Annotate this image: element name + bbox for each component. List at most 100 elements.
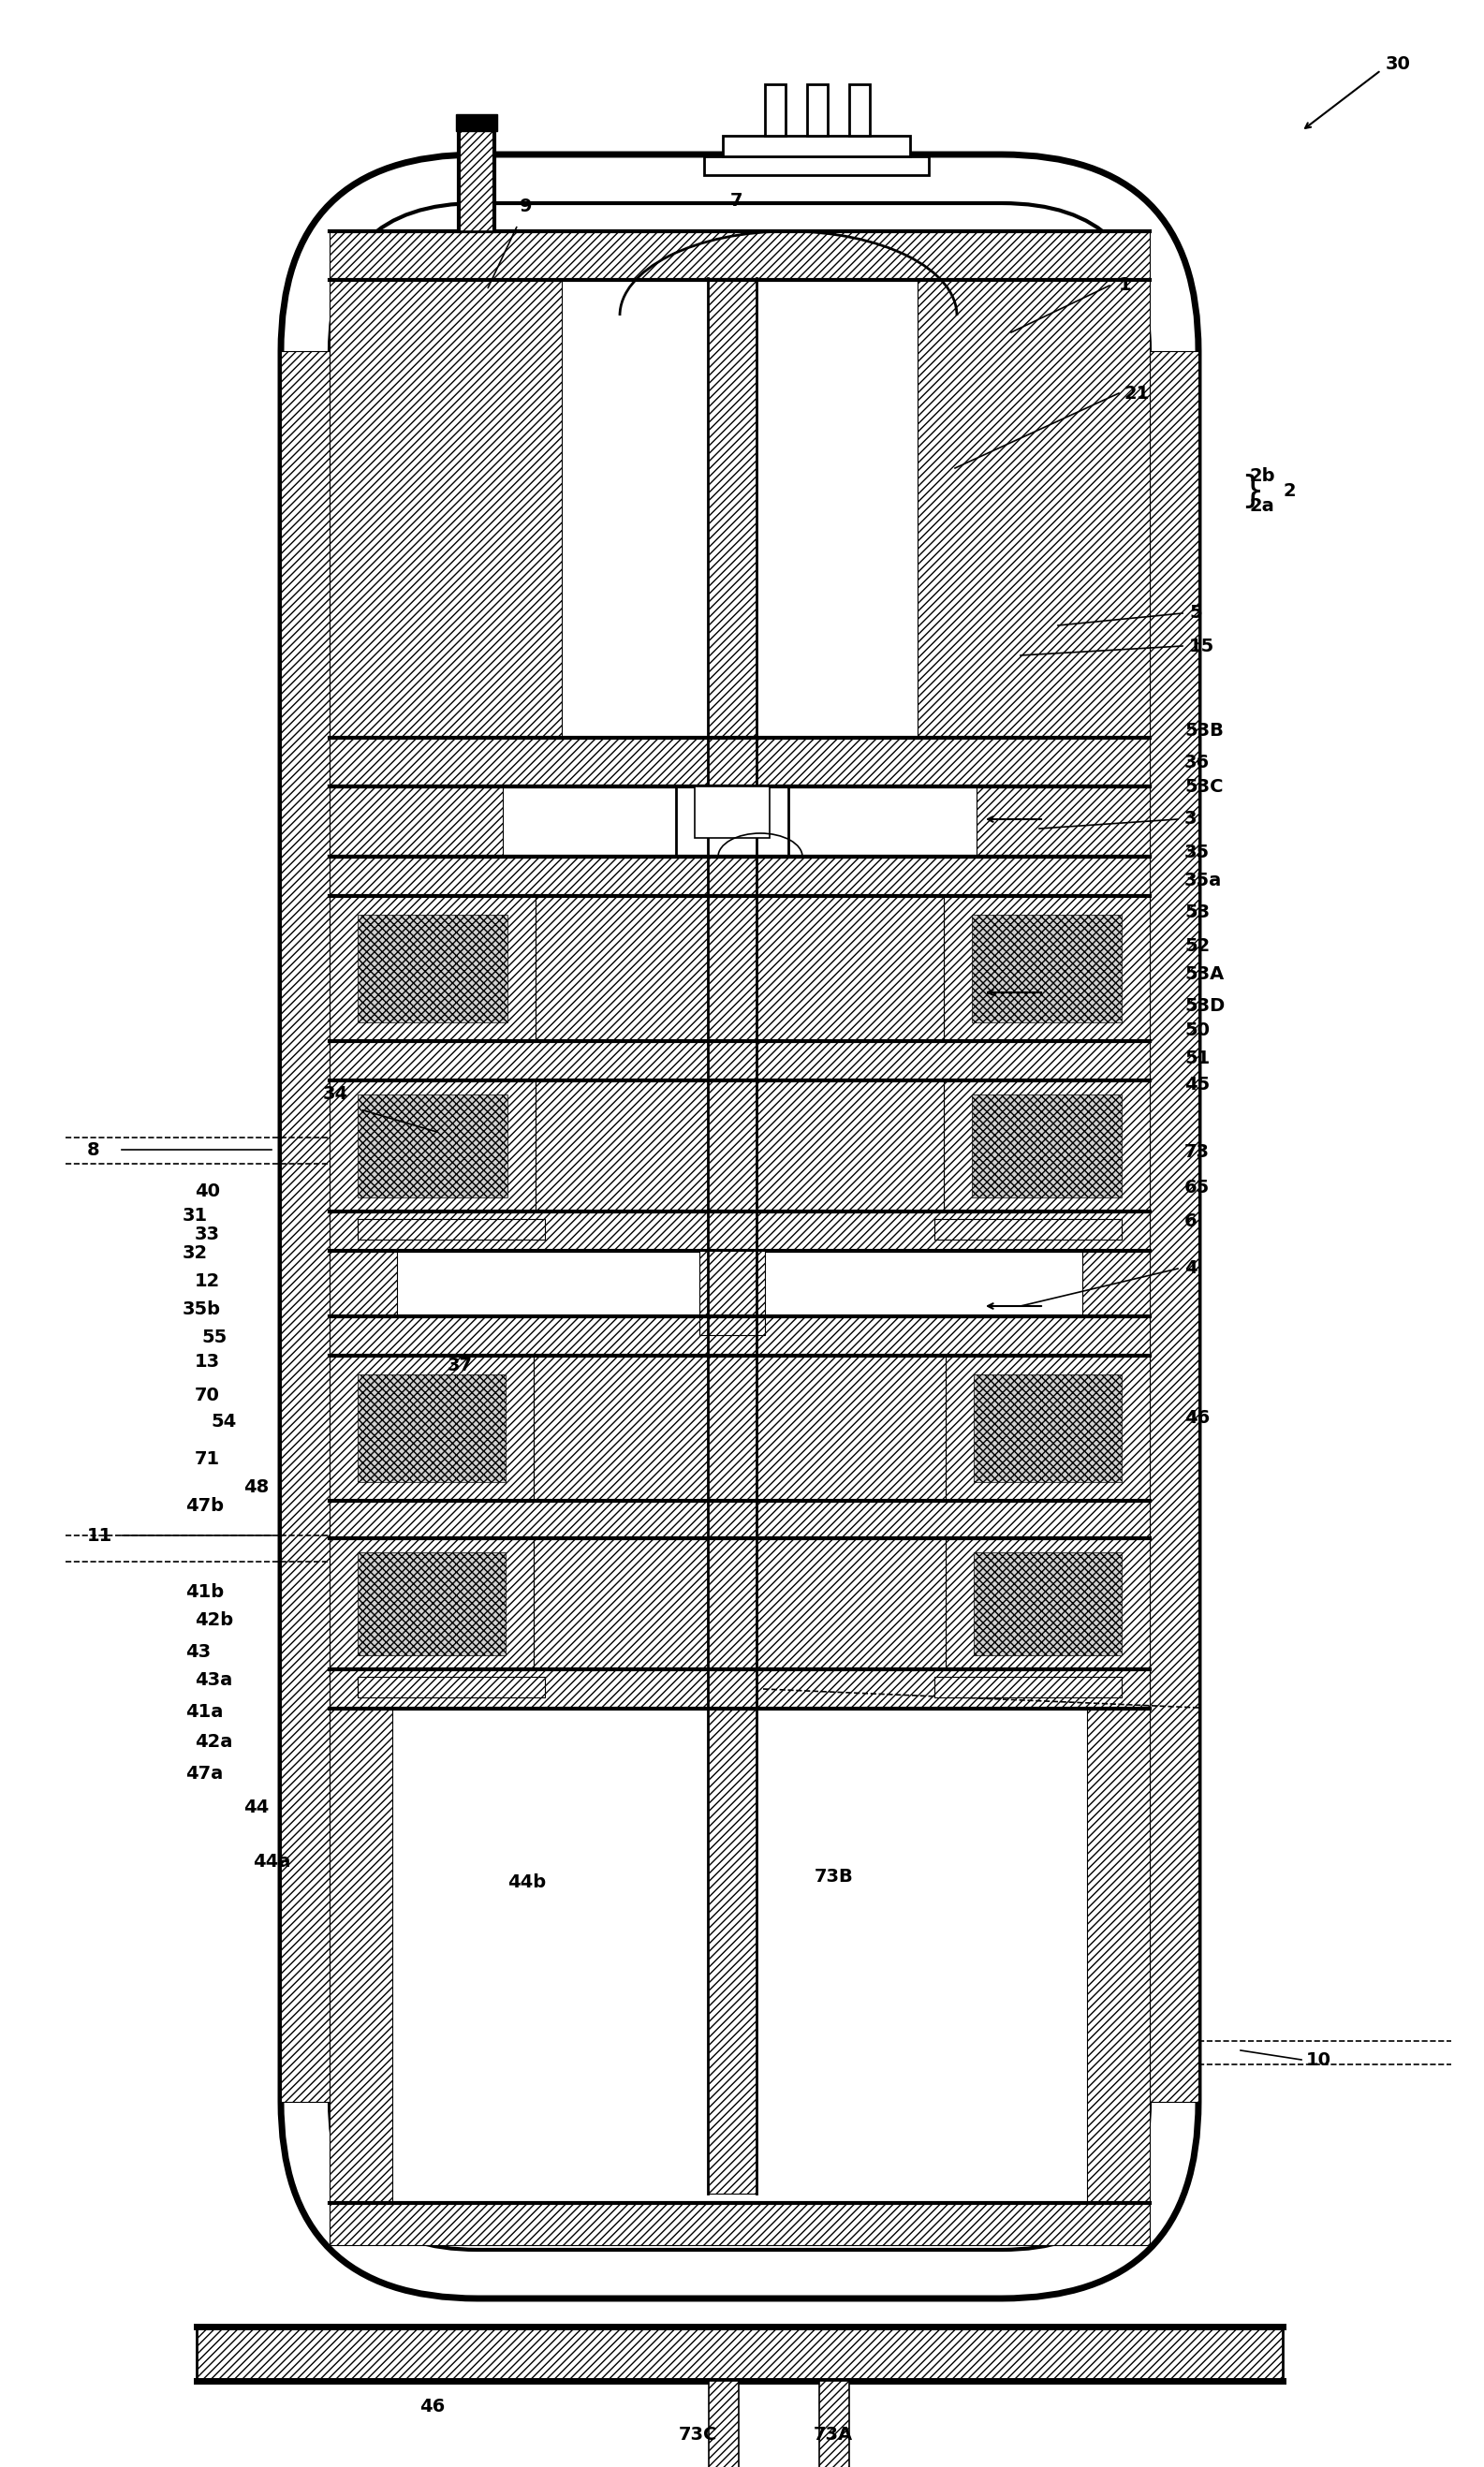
Text: 53D: 53D [1184, 997, 1224, 1016]
Text: 33: 33 [194, 1226, 220, 1243]
Bar [358, 1374, 506, 1483]
Text: 54: 54 [211, 1411, 236, 1431]
Text: 43a: 43a [194, 1673, 233, 1690]
Text: 13: 13 [194, 1354, 220, 1372]
Bar [329, 738, 1150, 787]
Bar [280, 350, 329, 2102]
FancyBboxPatch shape [280, 155, 1199, 2299]
Text: 53B: 53B [1184, 720, 1224, 740]
Text: 52: 52 [1184, 937, 1209, 955]
Bar [974, 1374, 1122, 1483]
Bar [945, 1357, 1150, 1500]
Text: 44a: 44a [252, 1853, 291, 1870]
Text: 11: 11 [88, 1527, 113, 1544]
Bar [329, 1251, 398, 1317]
Text: }: } [1241, 474, 1264, 508]
Text: 7: 7 [730, 192, 743, 210]
Text: 53C: 53C [1184, 777, 1223, 794]
Text: 5: 5 [1189, 604, 1202, 622]
FancyBboxPatch shape [329, 202, 1150, 2250]
Text: 36: 36 [1184, 755, 1209, 772]
Text: 37: 37 [448, 1357, 473, 1374]
Bar [329, 1317, 1150, 1357]
Bar [358, 1095, 508, 1196]
Text: 53: 53 [1184, 903, 1209, 923]
Text: 9: 9 [519, 197, 533, 215]
Bar [459, 131, 494, 232]
Bar [703, 155, 929, 175]
Text: 73B: 73B [815, 1868, 853, 1887]
Text: 12: 12 [194, 1273, 220, 1290]
Text: 8: 8 [88, 1140, 99, 1159]
Bar [329, 787, 503, 856]
Text: 30: 30 [1386, 54, 1411, 72]
Bar [709, 2381, 739, 2467]
Text: 73A: 73A [813, 2425, 853, 2442]
Text: 34: 34 [324, 1085, 349, 1103]
Bar [329, 1041, 1150, 1081]
Text: 47a: 47a [186, 1766, 223, 1784]
Bar [196, 2326, 1282, 2381]
Bar [329, 232, 1150, 279]
Text: 15: 15 [1189, 636, 1214, 654]
Bar [1082, 1251, 1150, 1317]
Text: 46: 46 [1184, 1409, 1209, 1428]
Bar [972, 1095, 1122, 1196]
Text: 73C: 73C [678, 2425, 717, 2442]
Bar [329, 1500, 1150, 1539]
Bar [329, 856, 1150, 896]
Text: 50: 50 [1184, 1021, 1209, 1039]
Bar [329, 2203, 1150, 2245]
Text: 35: 35 [1184, 844, 1209, 861]
Bar [944, 896, 1150, 1041]
Text: 42b: 42b [194, 1611, 233, 1628]
Text: 2a: 2a [1250, 496, 1275, 516]
Bar [329, 896, 536, 1041]
Text: 31: 31 [183, 1206, 208, 1224]
Text: 73: 73 [1184, 1142, 1209, 1159]
Text: 32: 32 [183, 1243, 208, 1261]
Text: 42a: 42a [194, 1732, 233, 1749]
Text: 1: 1 [1119, 276, 1132, 294]
Bar [329, 279, 562, 738]
Bar [807, 84, 828, 136]
Text: 2: 2 [1282, 481, 1296, 498]
Bar [536, 896, 944, 1041]
Bar [764, 84, 785, 136]
Bar [935, 1678, 1122, 1697]
Bar [329, 1670, 1150, 1710]
Text: 35b: 35b [183, 1300, 221, 1317]
Bar [849, 84, 870, 136]
Bar [1150, 350, 1199, 2102]
Text: 46: 46 [420, 2398, 445, 2415]
Bar [945, 1539, 1150, 1670]
Bar [944, 1081, 1150, 1211]
Text: 10: 10 [1306, 2050, 1331, 2070]
Bar [935, 1219, 1122, 1238]
Text: 3: 3 [1184, 809, 1198, 829]
Bar [358, 1552, 506, 1655]
Bar [972, 915, 1122, 1021]
Bar [329, 1211, 1150, 1251]
Bar [917, 279, 1150, 738]
Text: 43: 43 [186, 1643, 211, 1660]
Bar [329, 1357, 534, 1500]
Bar [723, 136, 910, 155]
Text: 4: 4 [1184, 1261, 1198, 1278]
Bar [708, 279, 757, 2193]
Bar [819, 2381, 849, 2467]
Text: 70: 70 [194, 1386, 220, 1404]
Bar [358, 915, 508, 1021]
Text: 71: 71 [194, 1451, 220, 1468]
Text: 65: 65 [1184, 1179, 1209, 1196]
Bar [974, 1552, 1122, 1655]
Text: 47b: 47b [186, 1497, 224, 1515]
Bar [329, 1539, 534, 1670]
Text: 45: 45 [1184, 1076, 1209, 1093]
Bar [534, 1357, 945, 1500]
Text: 2b: 2b [1250, 466, 1276, 484]
Bar [976, 787, 1150, 856]
Bar [536, 1081, 944, 1211]
Text: 55: 55 [202, 1327, 227, 1347]
Bar [534, 1539, 945, 1670]
